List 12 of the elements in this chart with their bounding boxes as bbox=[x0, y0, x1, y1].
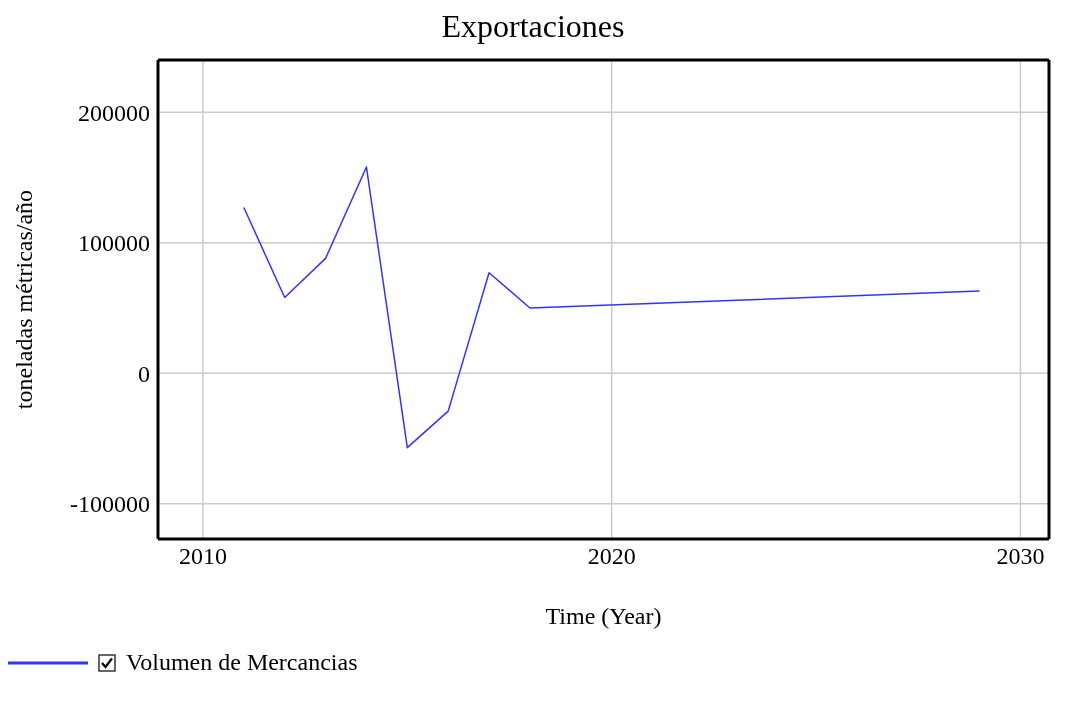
x-axis-title: Time (Year) bbox=[545, 603, 662, 629]
y-axis-title: toneladas métricas/año bbox=[10, 189, 37, 410]
y-tick-label: 100000 bbox=[78, 230, 150, 257]
y-tick-label: 0 bbox=[138, 360, 150, 387]
text: Volumen de Mercancias bbox=[126, 649, 358, 676]
x-tick-label: 2020 bbox=[587, 543, 636, 570]
chart-title: Exportaciones bbox=[440, 8, 626, 45]
line-series bbox=[243, 166, 981, 449]
x-tick-label: 2010 bbox=[178, 543, 227, 570]
y-tick-label: -100000 bbox=[70, 491, 150, 518]
x-tick-label: 2030 bbox=[996, 543, 1045, 570]
y-tick-label: 200000 bbox=[78, 99, 150, 126]
